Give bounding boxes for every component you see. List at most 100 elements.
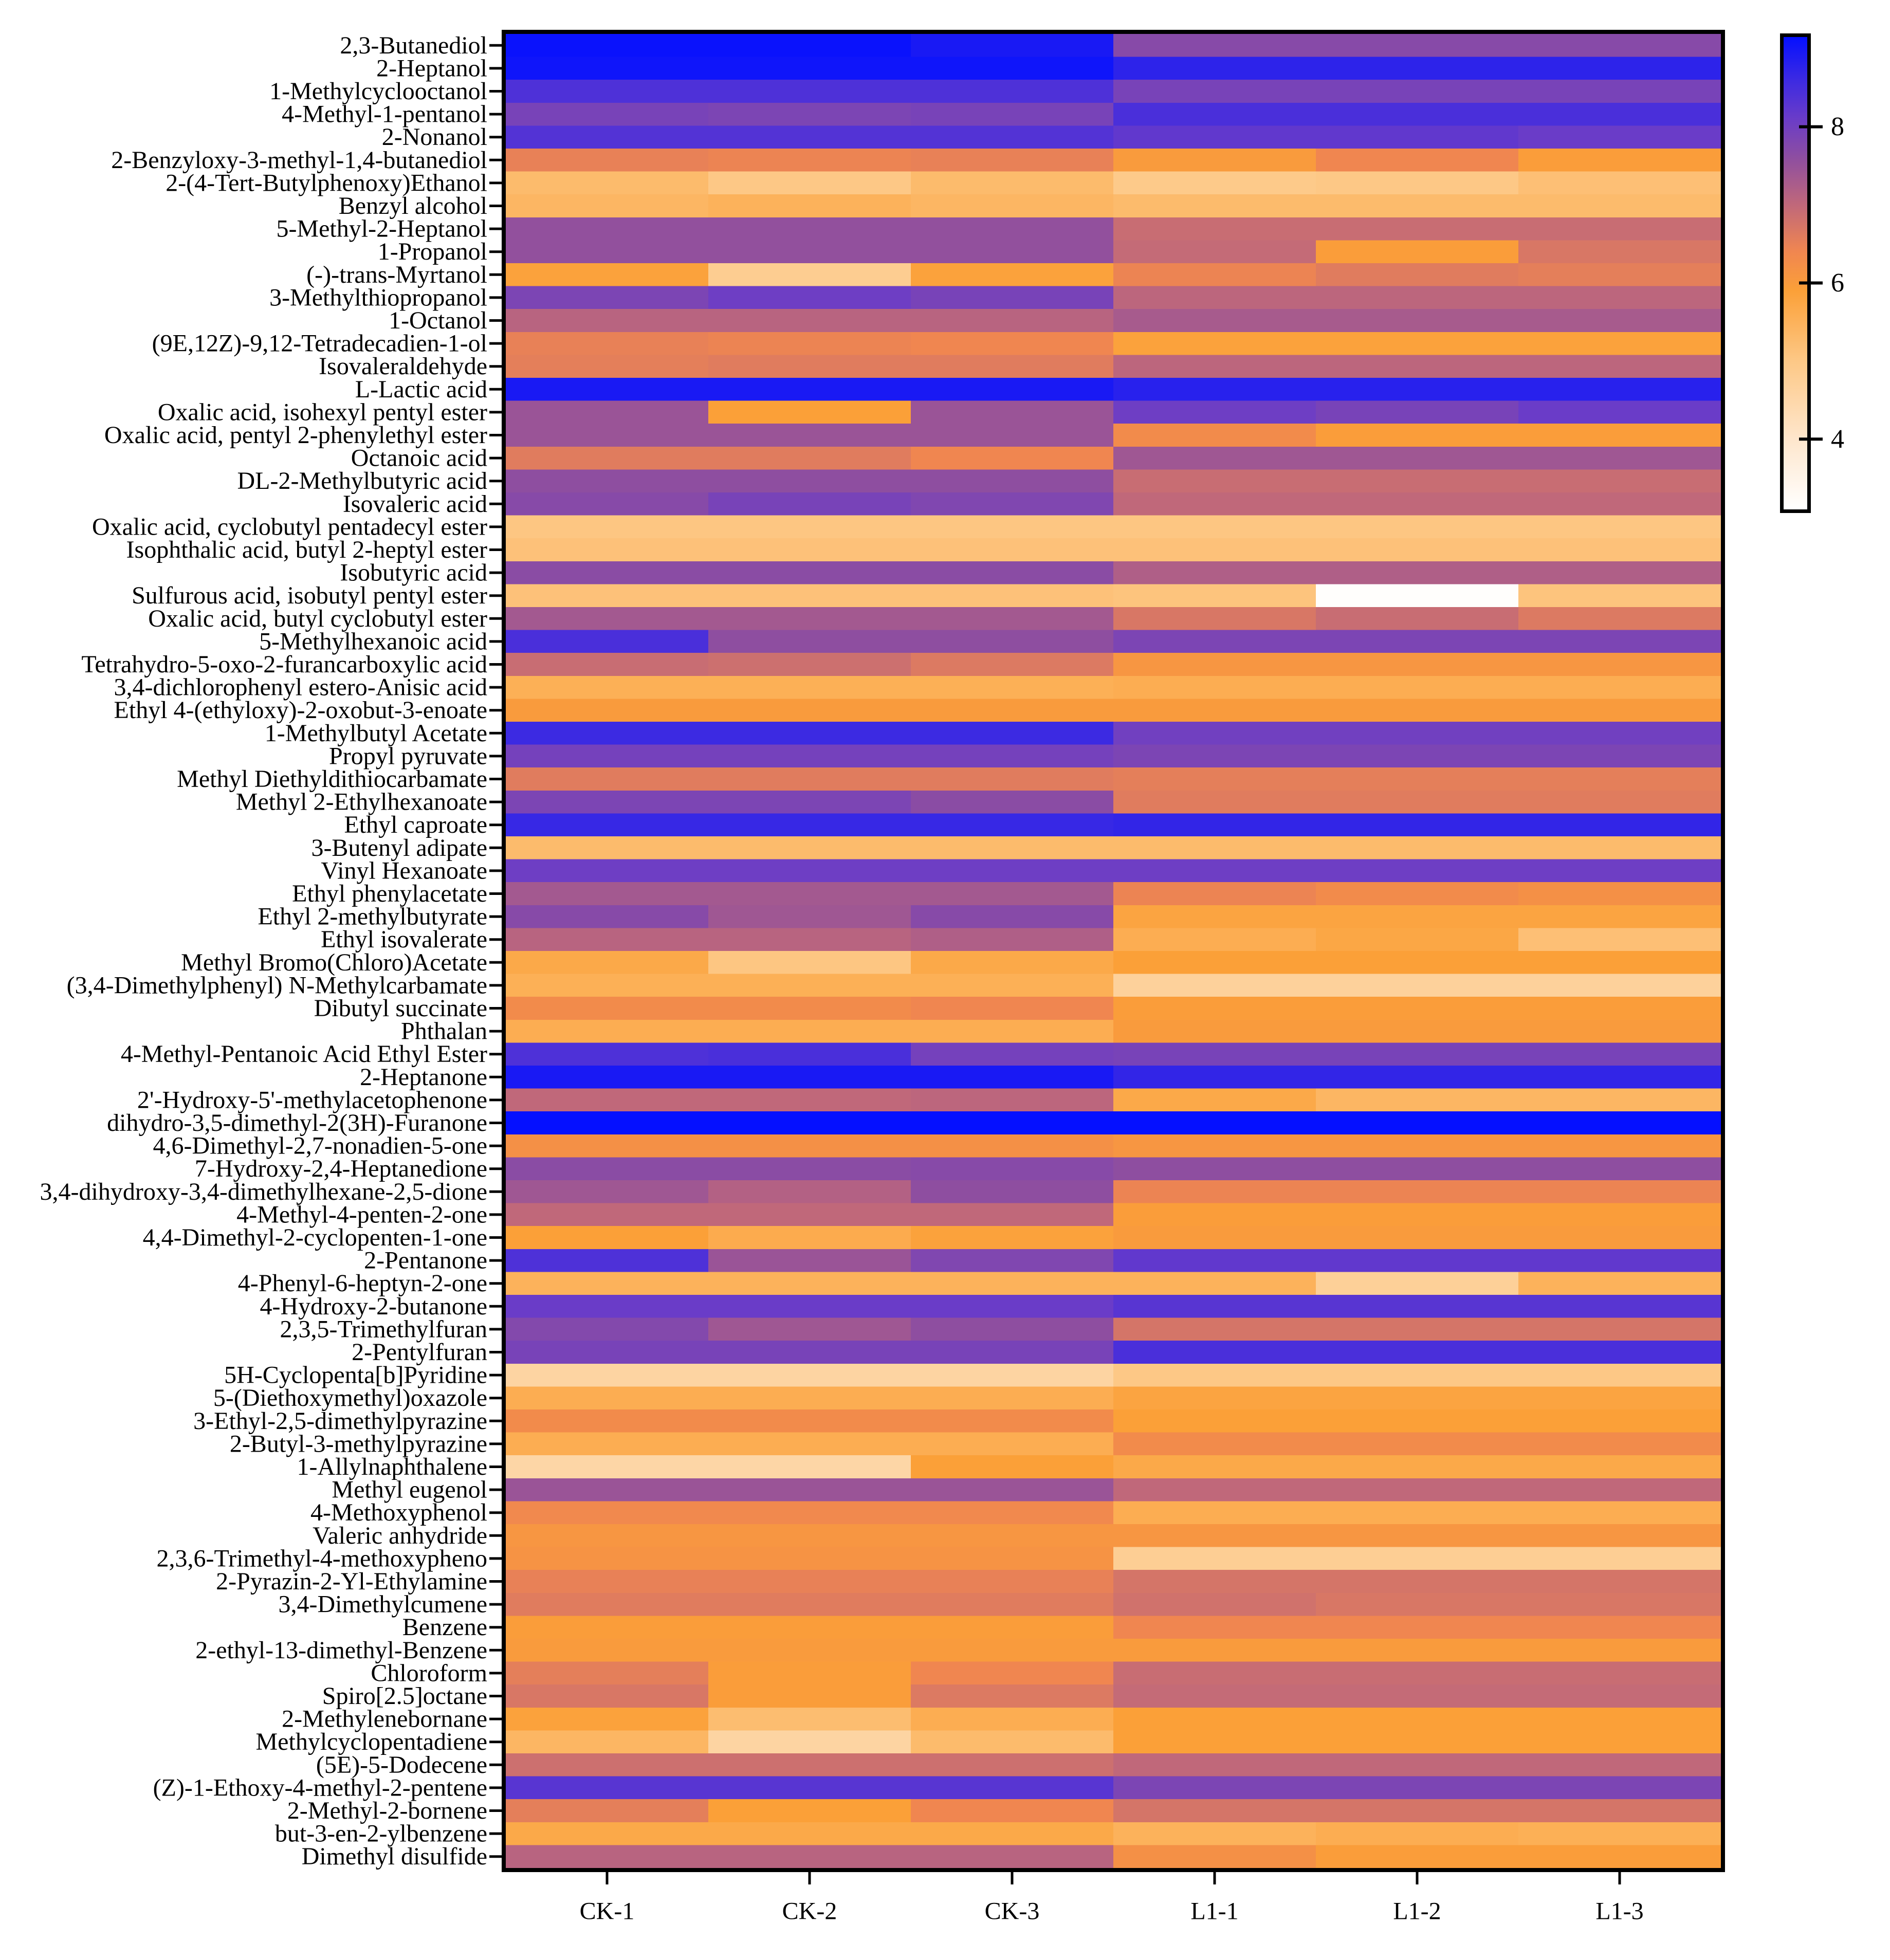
heatmap-cell (506, 1409, 709, 1433)
heatmap-cell (1316, 1249, 1519, 1273)
row-label: Ethyl phenylacetate (292, 880, 487, 907)
heatmap-cell (506, 836, 709, 860)
heatmap-cell (1518, 790, 1721, 814)
heatmap-cell (1113, 469, 1316, 493)
heatmap-cell (1113, 607, 1316, 631)
heatmap-cell (911, 1753, 1114, 1777)
row-label: Phthalan (401, 1018, 487, 1045)
heatmap-cell (1518, 1432, 1721, 1456)
heatmap-cell (708, 149, 911, 172)
heatmap-cell (911, 974, 1114, 998)
heatmap-cell (911, 469, 1114, 493)
heatmap-cell (708, 607, 911, 631)
row-label: (5E)-5-Dodecene (316, 1751, 487, 1779)
heatmap-cell (911, 1570, 1114, 1593)
heatmap-cell (911, 1088, 1114, 1112)
heatmap-cell (1518, 538, 1721, 562)
heatmap-cell (506, 424, 709, 447)
heatmap-cell (1518, 767, 1721, 791)
heatmap-cell (708, 1134, 911, 1158)
heatmap-cell (506, 515, 709, 539)
row-label: 1-Methylcyclooctanol (269, 78, 487, 105)
heatmap-cell (1518, 836, 1721, 860)
row-label: (3,4-Dimethylphenyl) N-Methylcarbamate (67, 972, 487, 999)
heatmap-cell (1113, 882, 1316, 906)
heatmap-cell (1316, 1042, 1519, 1066)
heatmap-cell (911, 675, 1114, 700)
row-label: 2,3,6-Trimethyl-4-methoxypheno (157, 1545, 488, 1572)
heatmap-cell (911, 171, 1114, 195)
heatmap-cell (708, 1639, 911, 1662)
heatmap-cell (1518, 1639, 1721, 1662)
colorbar-tick-labels: 8 6 4 (1831, 112, 1844, 454)
heatmap-cell (1113, 1845, 1316, 1869)
heatmap-cell (1113, 34, 1316, 58)
heatmap-cell (1316, 1386, 1519, 1410)
heatmap-cell (1113, 1478, 1316, 1502)
heatmap-cell (1316, 469, 1519, 493)
heatmap-cell (1316, 1341, 1519, 1364)
heatmap-cell (911, 813, 1114, 837)
heatmap-cell (1316, 1432, 1519, 1456)
row-label: Ethyl isovalerate (321, 926, 487, 953)
heatmap-cell (1518, 171, 1721, 195)
heatmap-cell (911, 1272, 1114, 1295)
heatmap-cell (506, 125, 709, 149)
heatmap-cell (708, 1226, 911, 1250)
heatmap-cell (911, 905, 1114, 929)
row-label: Spiro[2.5]octane (322, 1682, 487, 1710)
heatmap-cell (911, 630, 1114, 654)
heatmap-cell (708, 515, 911, 539)
heatmap-cell (1316, 951, 1519, 975)
heatmap-cell (1518, 1799, 1721, 1823)
heatmap-cell (1518, 469, 1721, 493)
heatmap-cell (1518, 286, 1721, 310)
heatmap-cell (1316, 1845, 1519, 1869)
heatmap-cell (1518, 1066, 1721, 1089)
heatmap-cell (708, 378, 911, 401)
heatmap-cell (506, 1684, 709, 1708)
heatmap-cell (911, 400, 1114, 425)
heatmap-cell (1113, 1822, 1316, 1846)
heatmap-cell (911, 515, 1114, 539)
heatmap-cell (1113, 492, 1316, 516)
heatmap-cell (1113, 1386, 1316, 1410)
heatmap-cell (1518, 905, 1721, 929)
heatmap-cell (1518, 217, 1721, 241)
heatmap-cell (506, 1019, 709, 1043)
row-label: 4-Methyl-1-pentanol (282, 101, 487, 128)
heatmap-cell (1316, 905, 1519, 929)
heatmap-cell (506, 974, 709, 998)
heatmap-cell (1113, 675, 1316, 700)
heatmap-cell (708, 1799, 911, 1823)
row-label: Oxalic acid, cyclobutyl pentadecyl ester (92, 513, 487, 540)
heatmap-cell (911, 928, 1114, 951)
heatmap-cell (506, 630, 709, 654)
heatmap-cell (1113, 836, 1316, 860)
heatmap-cell (1316, 1616, 1519, 1639)
heatmap-cell (1316, 171, 1519, 195)
row-label: 2-Pentylfuran (352, 1339, 487, 1366)
heatmap-cell (1518, 951, 1721, 975)
column-label: CK-3 (985, 1898, 1040, 1925)
heatmap-cell (911, 424, 1114, 447)
heatmap-cell (506, 400, 709, 425)
heatmap-cell (708, 1249, 911, 1273)
row-label: Ethyl caproate (344, 811, 487, 838)
heatmap-cell (1518, 240, 1721, 264)
heatmap-cell (1113, 1501, 1316, 1525)
heatmap-cell (911, 1226, 1114, 1250)
heatmap-cell (506, 217, 709, 241)
heatmap-cell (1113, 1157, 1316, 1181)
heatmap-cell (708, 790, 911, 814)
heatmap-cell (911, 1616, 1114, 1639)
heatmap-cell (1518, 607, 1721, 631)
heatmap-cell (1518, 928, 1721, 951)
heatmap-cell (1113, 1547, 1316, 1571)
heatmap-cell (911, 882, 1114, 906)
heatmap-cell (1113, 171, 1316, 195)
row-label: 5-Methyl-2-Heptanol (276, 215, 487, 243)
heatmap-cell (708, 217, 911, 241)
row-label: 3-Methylthiopropanol (269, 284, 487, 311)
heatmap-cell (506, 722, 709, 745)
